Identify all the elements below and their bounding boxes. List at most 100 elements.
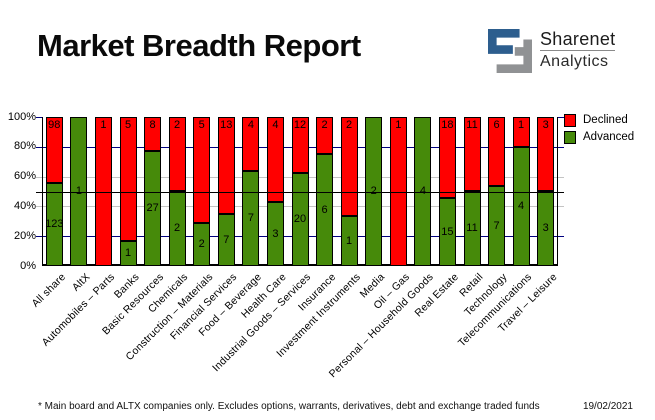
advanced-value-label: 2 bbox=[198, 238, 205, 250]
y-axis-label-100: 100% bbox=[7, 110, 36, 123]
bar-segment-declined: 11 bbox=[463, 117, 481, 191]
y-axis-label-20: 20% bbox=[13, 229, 36, 242]
y-tick-right-60 bbox=[558, 176, 564, 178]
declined-value-label: 3 bbox=[542, 119, 549, 131]
declined-value-label: 2 bbox=[346, 119, 353, 131]
bar-segment-declined: 12 bbox=[291, 117, 309, 173]
bar-retail: 11 11 bbox=[463, 117, 481, 266]
advanced-value-label: 7 bbox=[493, 219, 500, 232]
y-tick-left-100 bbox=[36, 117, 42, 118]
advanced-value-label: 1 bbox=[346, 234, 353, 247]
declined-value-label: 98 bbox=[48, 119, 61, 131]
advanced-value-label: 2 bbox=[371, 186, 377, 197]
x-axis-label-all-share: All share bbox=[29, 271, 68, 310]
declined-value-label: 4 bbox=[272, 119, 279, 131]
legend-row-declined: Declined bbox=[564, 114, 634, 127]
declined-value-label: 1 bbox=[395, 119, 402, 131]
y-axis-label-60: 60% bbox=[13, 170, 36, 183]
legend-advanced-label: Advanced bbox=[583, 131, 635, 143]
y-tick-right-100 bbox=[558, 117, 564, 118]
sharenet-logo: Sharenet Analytics bbox=[488, 29, 616, 73]
declined-value-label: 11 bbox=[466, 119, 478, 131]
bar-segment-advanced: 3 bbox=[537, 191, 555, 266]
y-tick-left-80 bbox=[36, 146, 42, 148]
logo-analytics-text: Analytics bbox=[540, 53, 609, 70]
declined-value-label: 5 bbox=[124, 119, 132, 131]
bar-segment-declined: 5 bbox=[119, 117, 137, 241]
bar-segment-declined: 3 bbox=[537, 117, 555, 191]
y-tick-right-80 bbox=[558, 146, 564, 148]
y-tick-right-20 bbox=[558, 236, 564, 238]
bar-segment-declined: 4 bbox=[266, 117, 284, 202]
bar-segment-advanced: 7 bbox=[242, 171, 260, 266]
bar-segment-advanced: 20 bbox=[291, 173, 309, 266]
footnote: * Main board and ALTX companies only. Ex… bbox=[38, 401, 540, 412]
sharenet-logo-icon bbox=[488, 29, 532, 73]
declined-color-swatch bbox=[564, 114, 576, 127]
advanced-value-label: 1 bbox=[76, 186, 82, 197]
y-tick-left-60 bbox=[36, 176, 42, 178]
y-tick-left-40 bbox=[36, 206, 42, 208]
declined-value-label: 12 bbox=[293, 119, 307, 131]
declined-value-label: 5 bbox=[198, 119, 205, 131]
declined-value-label: 4 bbox=[247, 119, 254, 131]
bar-segment-advanced: 2 bbox=[168, 191, 186, 266]
declined-value-label: 6 bbox=[493, 119, 500, 131]
bar-segment-advanced: 6 bbox=[316, 154, 334, 266]
bar-industrial-goods-services: 12 20 bbox=[291, 117, 309, 266]
advanced-value-label: 1 bbox=[124, 247, 132, 259]
bar-all-share: 98 123 bbox=[45, 117, 63, 266]
bar-segment-declined: 2 bbox=[340, 117, 358, 216]
bar-segment-advanced: 7 bbox=[217, 214, 235, 266]
advanced-value-label: 4 bbox=[518, 200, 525, 212]
advanced-color-swatch bbox=[564, 131, 576, 144]
advanced-value-label: 4 bbox=[420, 186, 426, 197]
advanced-value-label: 7 bbox=[223, 233, 230, 246]
bar-segment-advanced: 3 bbox=[266, 202, 284, 266]
page-title: Market Breadth Report bbox=[37, 28, 361, 63]
bar-segment-declined: 8 bbox=[144, 117, 162, 151]
bar-segment-advanced: 7 bbox=[488, 186, 506, 266]
bar-segment-declined: 1 bbox=[512, 117, 530, 147]
bar-segment-advanced: 2 bbox=[193, 223, 211, 266]
declined-value-label: 8 bbox=[149, 119, 156, 131]
advanced-value-label: 20 bbox=[293, 213, 307, 225]
y-axis-label-40: 40% bbox=[13, 199, 36, 212]
declined-value-label: 1 bbox=[518, 119, 525, 131]
logo-divider bbox=[540, 50, 616, 51]
bar-segment-advanced: 27 bbox=[144, 151, 162, 266]
y-axis-label-80: 80% bbox=[13, 140, 36, 153]
bar-segment-advanced: 15 bbox=[438, 198, 456, 266]
logo-text: Sharenet Analytics bbox=[540, 29, 616, 71]
report-date: 19/02/2021 bbox=[582, 401, 633, 412]
y-tick-left-20 bbox=[36, 236, 42, 238]
declined-value-label: 13 bbox=[220, 119, 233, 131]
bar-segment-declined: 6 bbox=[488, 117, 506, 186]
advanced-value-label: 3 bbox=[542, 222, 549, 234]
bar-segment-declined: 5 bbox=[193, 117, 211, 223]
advanced-value-label: 7 bbox=[247, 212, 254, 224]
bar-segment-advanced: 4 bbox=[512, 147, 530, 266]
logo-sharenet-text: Sharenet bbox=[540, 29, 616, 49]
bar-segment-declined: 98 bbox=[45, 117, 63, 183]
fifty-percent-line bbox=[36, 191, 564, 193]
legend-declined-label: Declined bbox=[583, 114, 628, 126]
advanced-value-label: 11 bbox=[466, 222, 478, 234]
legend-row-advanced: Advanced bbox=[564, 131, 634, 144]
chart-legend: Declined Advanced bbox=[564, 114, 634, 144]
bar-segment-advanced: 123 bbox=[45, 183, 63, 266]
advanced-value-label: 15 bbox=[441, 225, 454, 238]
advanced-value-label: 2 bbox=[174, 222, 181, 234]
advanced-value-label: 6 bbox=[321, 203, 328, 216]
declined-value-label: 18 bbox=[441, 119, 454, 131]
bar-real-estate: 18 15 bbox=[438, 117, 456, 266]
bar-segment-declined: 4 bbox=[242, 117, 260, 171]
bar-segment-declined: 2 bbox=[316, 117, 334, 154]
